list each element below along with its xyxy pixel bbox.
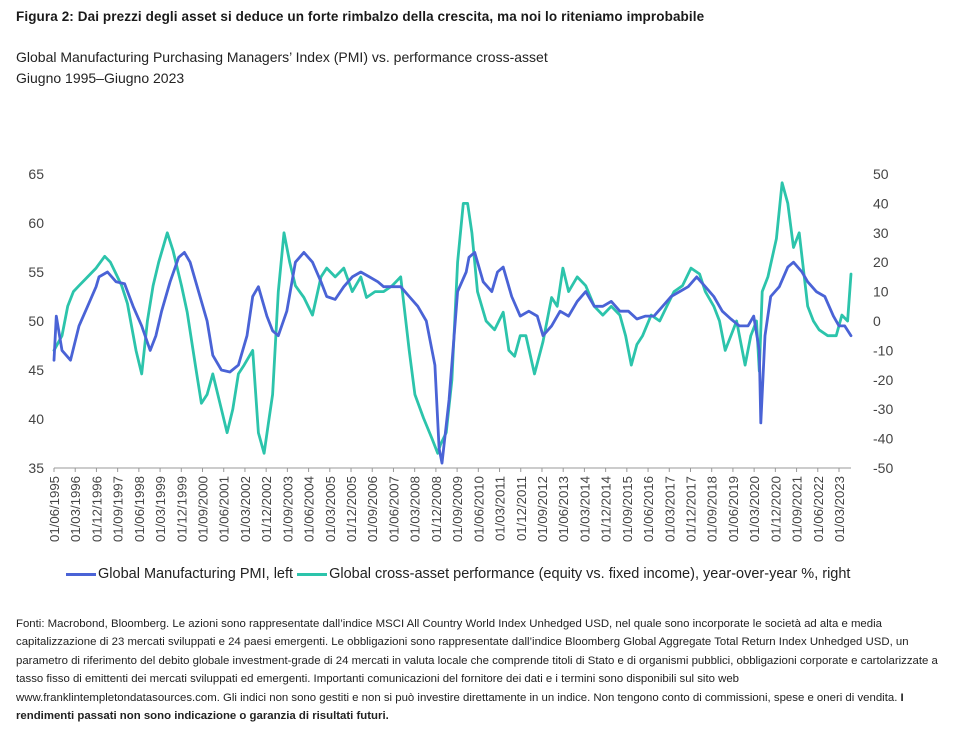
y-left-tick-label: 40 — [28, 411, 44, 427]
x-tick-label: 01/12/2014 — [599, 476, 614, 542]
y-right-tick-label: 50 — [873, 166, 889, 182]
y-right-tick-label: -10 — [873, 342, 893, 358]
x-tick-label: 01/03/1996 — [68, 476, 83, 542]
y-left-tick-label: 45 — [28, 362, 44, 378]
y-left-tick-label: 60 — [28, 215, 44, 231]
chart-legend: Global Manufacturing PMI, left Global cr… — [66, 566, 850, 582]
x-tick-label: 01/06/2004 — [302, 476, 317, 542]
y-right-tick-label: -30 — [873, 401, 893, 417]
y-right-tick-label: 20 — [873, 254, 889, 270]
x-tick-label: 01/06/1998 — [132, 476, 147, 542]
legend-swatch-cross-asset — [297, 572, 328, 576]
y-right-tick-label: -20 — [873, 372, 893, 388]
x-tick-label: 01/03/2020 — [747, 476, 762, 542]
x-tick-label: 01/03/2023 — [832, 476, 847, 542]
legend-item-pmi: Global Manufacturing PMI, left — [66, 566, 293, 582]
x-tick-label: 01/12/2020 — [768, 476, 783, 542]
y-left-tick-label: 55 — [28, 264, 44, 280]
x-tick-label: 01/03/2008 — [408, 476, 423, 542]
x-tick-label: 01/09/2021 — [790, 476, 805, 542]
y-left-tick-label: 35 — [28, 460, 44, 476]
legend-label-pmi: Global Manufacturing PMI, left — [98, 566, 294, 582]
y-right-tick-label: -50 — [873, 460, 893, 476]
footnote-text: Fonti: Macrobond, Bloomberg. Le azioni s… — [16, 618, 938, 704]
x-tick-label: 01/03/2011 — [493, 476, 508, 541]
y-left-tick-label: 50 — [28, 313, 44, 329]
x-tick-label: 01/06/2007 — [386, 476, 401, 542]
x-tick-label: 01/12/2005 — [344, 476, 359, 542]
x-tick-label: 01/12/2011 — [514, 476, 529, 541]
legend-item-cross-asset: Global cross-asset performance (equity v… — [297, 566, 850, 582]
x-tick-label: 01/03/2005 — [323, 476, 338, 542]
x-tick-label: 01/03/1999 — [153, 476, 168, 542]
x-tick-label: 01/06/2010 — [471, 476, 486, 542]
figure-period: Giugno 1995–Giugno 2023 — [16, 70, 185, 86]
pmi-series-line — [52, 251, 853, 465]
x-tick-label: 01/03/2017 — [662, 476, 677, 542]
x-tick-label: 01/09/2015 — [620, 476, 635, 542]
x-tick-label: 01/09/2000 — [196, 476, 211, 542]
footnote-disclaimer: I rendimenti passati non sono indicazion… — [16, 691, 904, 723]
x-tick-label: 01/12/2017 — [683, 476, 698, 542]
x-tick-label: 01/06/2019 — [726, 476, 741, 542]
y-right-tick-label: -40 — [873, 431, 893, 447]
y-right-tick-label: 40 — [873, 195, 889, 211]
x-tick-label: 01/03/2002 — [238, 476, 253, 542]
x-tick-label: 01/09/2009 — [450, 476, 465, 542]
y-right-tick-label: 0 — [873, 313, 881, 329]
x-tick-label: 01/06/2016 — [641, 476, 656, 542]
x-tick-label: 01/09/2006 — [365, 476, 380, 542]
chart-area: 35 40 45 50 55 60 65 -50 -40 -30 -20 -10 0 10 20 30 40 50… — [28, 166, 893, 542]
figure-subtitle: Global Manufacturing Purchasing Managers… — [16, 49, 548, 65]
footnote: Fonti: Macrobond, Bloomberg. Le azioni s… — [16, 615, 941, 725]
x-tick-label: 01/06/2013 — [556, 476, 571, 542]
y-right-tick-label: 30 — [873, 225, 889, 241]
y-left-tick-label: 65 — [28, 166, 44, 182]
legend-label-cross-asset: Global cross-asset performance (equity v… — [329, 566, 851, 582]
x-tick-label: 01/12/2008 — [429, 476, 444, 542]
x-tick-label: 01/03/2014 — [577, 476, 592, 542]
legend-swatch-pmi — [66, 572, 96, 576]
y-right-tick-label: 10 — [873, 284, 889, 300]
x-tick-label: 01/09/2018 — [705, 476, 720, 542]
figure-title: Figura 2: Dai prezzi degli asset si dedu… — [16, 9, 705, 24]
x-tick-label: 01/09/1997 — [111, 476, 126, 542]
x-tick-label: 01/12/1999 — [174, 476, 189, 542]
x-tick-label: 01/06/2022 — [811, 476, 826, 542]
x-tick-label: 01/06/1995 — [47, 476, 62, 542]
x-tick-label: 01/06/2001 — [217, 476, 232, 542]
x-tick-label: 01/12/1996 — [89, 476, 104, 542]
x-tick-label: 01/12/2002 — [259, 476, 274, 542]
x-tick-label: 01/09/2003 — [280, 476, 295, 542]
x-tick-label: 01/09/2012 — [535, 476, 550, 542]
